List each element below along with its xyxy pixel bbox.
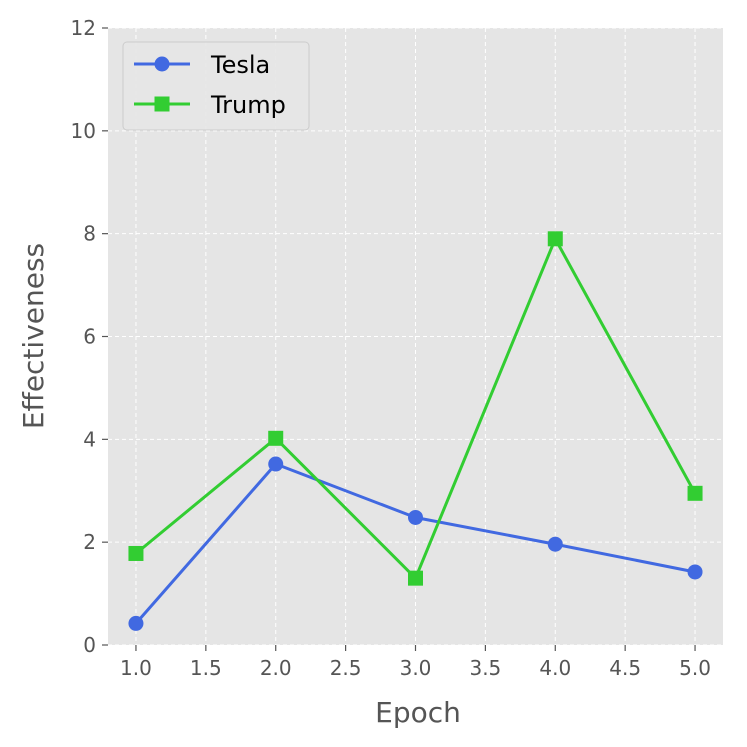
y-tick-label: 12	[71, 16, 96, 40]
legend-marker	[154, 56, 170, 72]
legend: Tesla Trump	[122, 41, 310, 131]
axes: 1.0 1.5 2.0 2.5 3.0 3.5 4.0 4.5 5.0 0 2 4 6 8 10 12	[71, 16, 711, 680]
x-tick-label: 2.0	[260, 656, 292, 680]
y-tick-label: 2	[83, 530, 96, 554]
x-tick-label: 3.0	[400, 656, 432, 680]
x-tick-label: 1.0	[120, 656, 152, 680]
data-point-tesla	[268, 456, 284, 472]
x-tick-label: 3.5	[469, 656, 501, 680]
data-point-trump	[128, 545, 144, 561]
y-tick-label: 6	[83, 325, 96, 349]
x-tick-label: 2.5	[330, 656, 362, 680]
x-tick-label: 4.0	[539, 656, 571, 680]
y-tick-label: 8	[83, 222, 96, 246]
data-point-tesla	[128, 615, 144, 631]
legend-item-trump: Trump	[134, 91, 286, 119]
data-point-tesla	[547, 536, 563, 552]
x-tick-label: 1.5	[190, 656, 222, 680]
data-point-trump	[547, 231, 563, 247]
y-axis-label: Effectiveness	[17, 243, 50, 429]
y-tick-label: 0	[83, 633, 96, 657]
data-point-trump	[268, 430, 284, 446]
data-point-tesla	[687, 564, 703, 580]
series-trump	[128, 231, 703, 586]
x-tick-label: 4.5	[609, 656, 641, 680]
data-point-trump	[687, 485, 703, 501]
legend-label: Tesla	[210, 51, 270, 79]
legend-marker	[154, 96, 170, 112]
series-layer	[128, 231, 703, 631]
data-point-tesla	[408, 509, 423, 525]
grid-lines	[108, 27, 723, 646]
series-tesla	[128, 456, 703, 631]
x-axis-label: Epoch	[375, 696, 461, 729]
legend-item-tesla: Tesla	[134, 51, 270, 79]
y-tick-label: 4	[83, 427, 96, 451]
data-point-trump	[408, 570, 423, 586]
legend-label: Trump	[210, 91, 286, 119]
x-tick-label: 5.0	[679, 656, 711, 680]
y-tick-label: 10	[71, 119, 96, 143]
